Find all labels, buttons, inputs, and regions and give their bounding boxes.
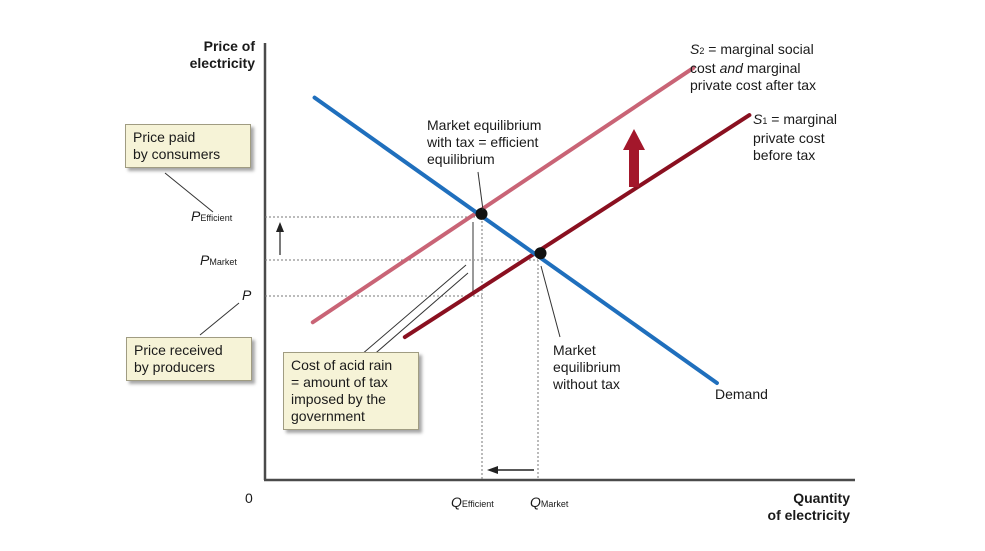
origin-label: 0 <box>245 490 253 506</box>
price-received-callout: Price received by producers <box>126 337 252 381</box>
market-equilibrium-label: Market equilibrium without tax <box>553 342 621 392</box>
q-market-tick-label: QMarket <box>530 494 569 510</box>
efficient-equilibrium-point <box>475 207 488 220</box>
p-tick-label: P <box>242 287 252 303</box>
eq-tax-leader <box>477 171 484 211</box>
s2-curve <box>310 65 696 325</box>
efficient-equilibrium-label: Market equilibrium with tax = efficient … <box>427 117 542 167</box>
quantity-left-arrow-head <box>487 466 498 474</box>
s1-label: S1 = marginal private cost before tax <box>753 111 838 163</box>
price-up-arrow-head <box>276 222 284 232</box>
acid-leader-2 <box>369 272 469 359</box>
demand-curve <box>312 95 719 385</box>
x-axis-label: Quantity of electricity <box>767 490 850 523</box>
eq-notax-leader <box>540 265 561 338</box>
q-efficient-tick-label: QEfficient <box>451 494 494 510</box>
p-efficient-tick-label: PEfficient <box>191 208 233 224</box>
y-axis-label: Price of electricity <box>189 38 255 71</box>
producers-leader <box>199 302 240 336</box>
acid-rain-callout: Cost of acid rain = amount of tax impose… <box>283 352 419 430</box>
supply-shift-arrow-icon <box>623 129 645 187</box>
consumers-leader <box>164 172 214 213</box>
s1-curve <box>402 113 752 340</box>
price-paid-callout: Price paid by consumers <box>125 124 251 168</box>
p-market-tick-label: PMarket <box>200 252 237 268</box>
demand-label: Demand <box>715 386 768 402</box>
s2-label: S2 = marginal social cost and marginal p… <box>690 41 817 93</box>
market-equilibrium-point <box>534 247 547 260</box>
acid-leader-1 <box>360 264 467 356</box>
